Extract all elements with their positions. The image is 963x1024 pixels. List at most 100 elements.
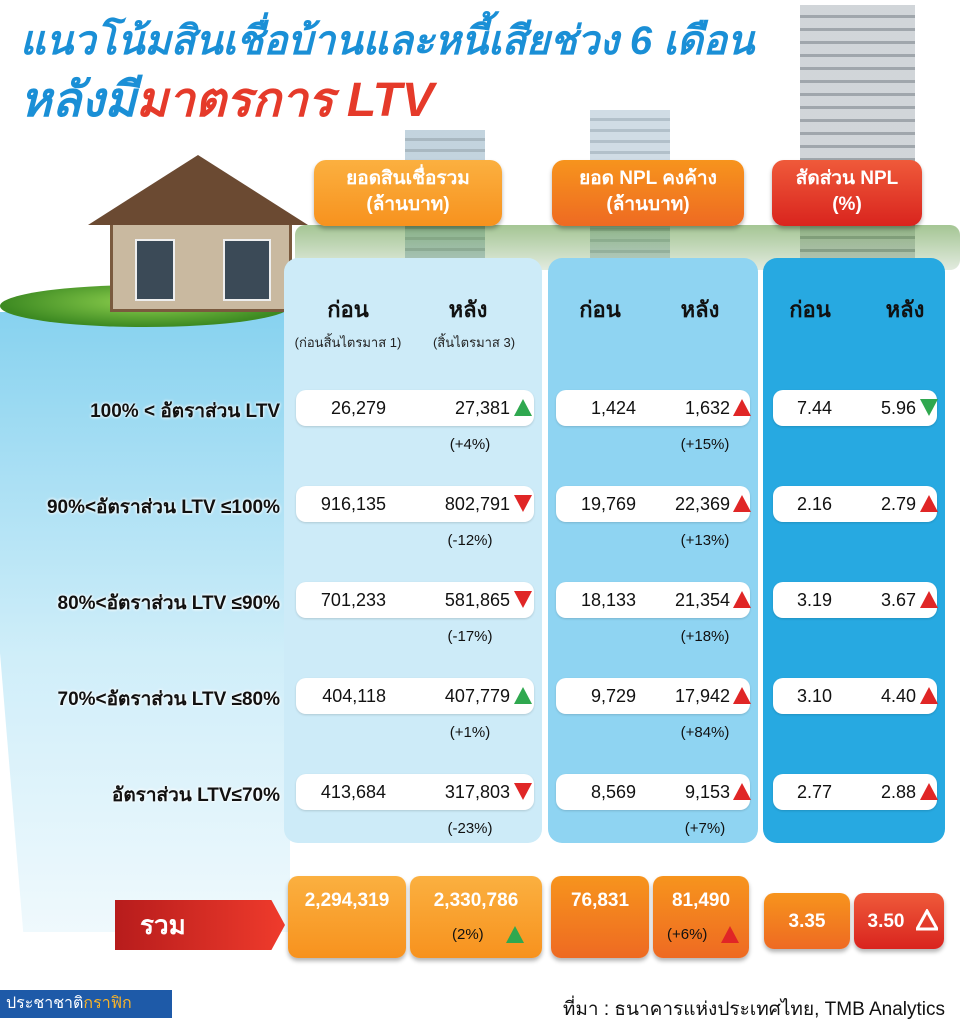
total-npl-after: 81,490	[671, 890, 731, 911]
ratio-before-value: 3.19	[796, 590, 832, 610]
ratio-trend-triangle	[920, 591, 938, 608]
chart-title-line2: หลังมีมาตรการ LTV	[20, 62, 434, 138]
loan-trend-triangle	[514, 495, 532, 512]
header-loans-line1: ยอดสินเชื่อรวม	[346, 168, 470, 189]
npl-after-value: 21,354	[674, 590, 730, 610]
npl-change: (+18%)	[680, 628, 730, 645]
publisher-credit: ประชาชาติกราฟิก	[0, 990, 172, 1018]
ratio-before-value: 3.10	[796, 686, 832, 706]
header-npl: ยอด NPL คงค้าง (ล้านบาท)	[552, 160, 744, 226]
ratio-trend-triangle	[920, 495, 938, 512]
total-loan-before-box: 2,294,319	[288, 876, 406, 958]
ratio-after-value: 4.40	[880, 686, 916, 706]
header-npl-line1: ยอด NPL คงค้าง	[579, 168, 717, 189]
ratio-row-pill	[773, 774, 937, 810]
loan-row-pill	[296, 486, 534, 522]
loan-row-pill	[296, 582, 534, 618]
subheader-npl-after: หลัง	[680, 297, 720, 322]
loan-trend-triangle	[514, 783, 532, 800]
loan-before-value: 916,135	[320, 494, 386, 514]
loan-before-value: 413,684	[320, 782, 386, 802]
npl-row-pill	[556, 390, 750, 426]
loan-before-value: 26,279	[330, 398, 386, 418]
house-roof-illustration	[88, 155, 308, 225]
total-loan-up-triangle	[506, 926, 524, 943]
npl-after-value: 22,369	[674, 494, 730, 514]
loan-change: (-23%)	[447, 820, 493, 837]
header-ratio: สัดส่วน NPL (%)	[772, 160, 922, 226]
ratio-after-value: 2.79	[880, 494, 916, 514]
total-npl-before: 76,831	[570, 890, 630, 911]
ratio-row-pill	[773, 678, 937, 714]
house-window	[223, 239, 271, 301]
loan-trend-triangle	[514, 687, 532, 704]
chart-title-part-a: หลังมี	[20, 74, 137, 127]
loan-before-value: 701,233	[320, 590, 386, 610]
ratio-trend-triangle	[920, 687, 938, 704]
subheader-after-note: (สิ้นไตรมาส 3)	[432, 335, 516, 350]
npl-before-value: 8,569	[590, 782, 636, 802]
chart-title-part-b: มาตรการ LTV	[136, 74, 434, 127]
ratio-trend-triangle	[920, 783, 938, 800]
header-npl-line2: (ล้านบาท)	[606, 194, 690, 215]
subheader-before-note: (ก่อนสิ้นไตรมาส 1)	[294, 335, 402, 350]
total-loan-after-box: 2,330,786 (2%)	[410, 876, 542, 958]
total-loan-change: (2%)	[452, 926, 484, 943]
house-window	[135, 239, 175, 301]
npl-after-value: 9,153	[684, 782, 730, 802]
npl-change: (+13%)	[680, 532, 730, 549]
loan-after-value: 407,779	[444, 686, 510, 706]
total-label: รวม	[115, 900, 285, 950]
total-loan-before: 2,294,319	[304, 890, 390, 911]
ratio-after-value: 3.67	[880, 590, 916, 610]
total-ratio-after-box: 3.50	[854, 893, 944, 949]
header-loans: ยอดสินเชื่อรวม (ล้านบาท)	[314, 160, 502, 226]
loan-after-value: 27,381	[454, 398, 510, 418]
loan-trend-triangle	[514, 591, 532, 608]
npl-trend-triangle	[733, 783, 751, 800]
npl-trend-triangle	[733, 591, 751, 608]
total-ratio-after: 3.50	[867, 911, 905, 932]
total-ratio-before-box: 3.35	[764, 893, 850, 949]
ratio-row-pill	[773, 486, 937, 522]
loan-row-pill	[296, 390, 534, 426]
total-npl-before-box: 76,831	[551, 876, 649, 958]
row-label: 80%<อัตราส่วน LTV ≤90%	[57, 593, 281, 614]
subheader-loan-before: ก่อน	[327, 297, 369, 322]
land-cylinder-illustration	[0, 312, 290, 932]
loan-change: (+4%)	[449, 436, 491, 453]
loan-after-value: 317,803	[444, 782, 510, 802]
row-label: 90%<อัตราส่วน LTV ≤100%	[46, 497, 280, 518]
npl-after-value: 17,942	[674, 686, 730, 706]
loan-after-value: 581,865	[444, 590, 510, 610]
header-ratio-line2: (%)	[832, 194, 862, 215]
row-label: 100% < อัตราส่วน LTV	[90, 401, 280, 422]
npl-trend-triangle	[733, 399, 751, 416]
npl-change: (+7%)	[684, 820, 726, 837]
ratio-before-value: 2.77	[796, 782, 832, 802]
npl-change: (+15%)	[680, 436, 730, 453]
row-label: 70%<อัตราส่วน LTV ≤80%	[57, 689, 281, 710]
npl-trend-triangle	[733, 495, 751, 512]
npl-after-value: 1,632	[684, 398, 730, 418]
total-ratio-before: 3.35	[788, 911, 826, 932]
npl-row-pill	[556, 582, 750, 618]
total-ratio-up-triangle	[916, 909, 938, 931]
npl-before-value: 19,769	[580, 494, 636, 514]
ratio-after-value: 5.96	[880, 398, 916, 418]
ratio-row-pill	[773, 582, 937, 618]
npl-panel	[548, 258, 758, 843]
ratio-panel	[763, 258, 945, 843]
npl-before-value: 18,133	[580, 590, 636, 610]
ratio-after-value: 2.88	[880, 782, 916, 802]
total-npl-change: (+6%)	[667, 926, 708, 943]
ratio-row-pill	[773, 390, 937, 426]
chart-title-line1: แนวโน้มสินเชื่อบ้านและหนี้เสียช่วง 6 เดื…	[20, 19, 755, 63]
subheader-npl-before: ก่อน	[579, 297, 621, 322]
loan-change: (-12%)	[447, 532, 493, 549]
npl-before-value: 1,424	[590, 398, 636, 418]
npl-change: (+84%)	[680, 724, 730, 741]
npl-trend-triangle	[733, 687, 751, 704]
header-loans-line2: (ล้านบาท)	[366, 194, 450, 215]
row-label: อัตราส่วน LTV≤70%	[111, 785, 280, 806]
